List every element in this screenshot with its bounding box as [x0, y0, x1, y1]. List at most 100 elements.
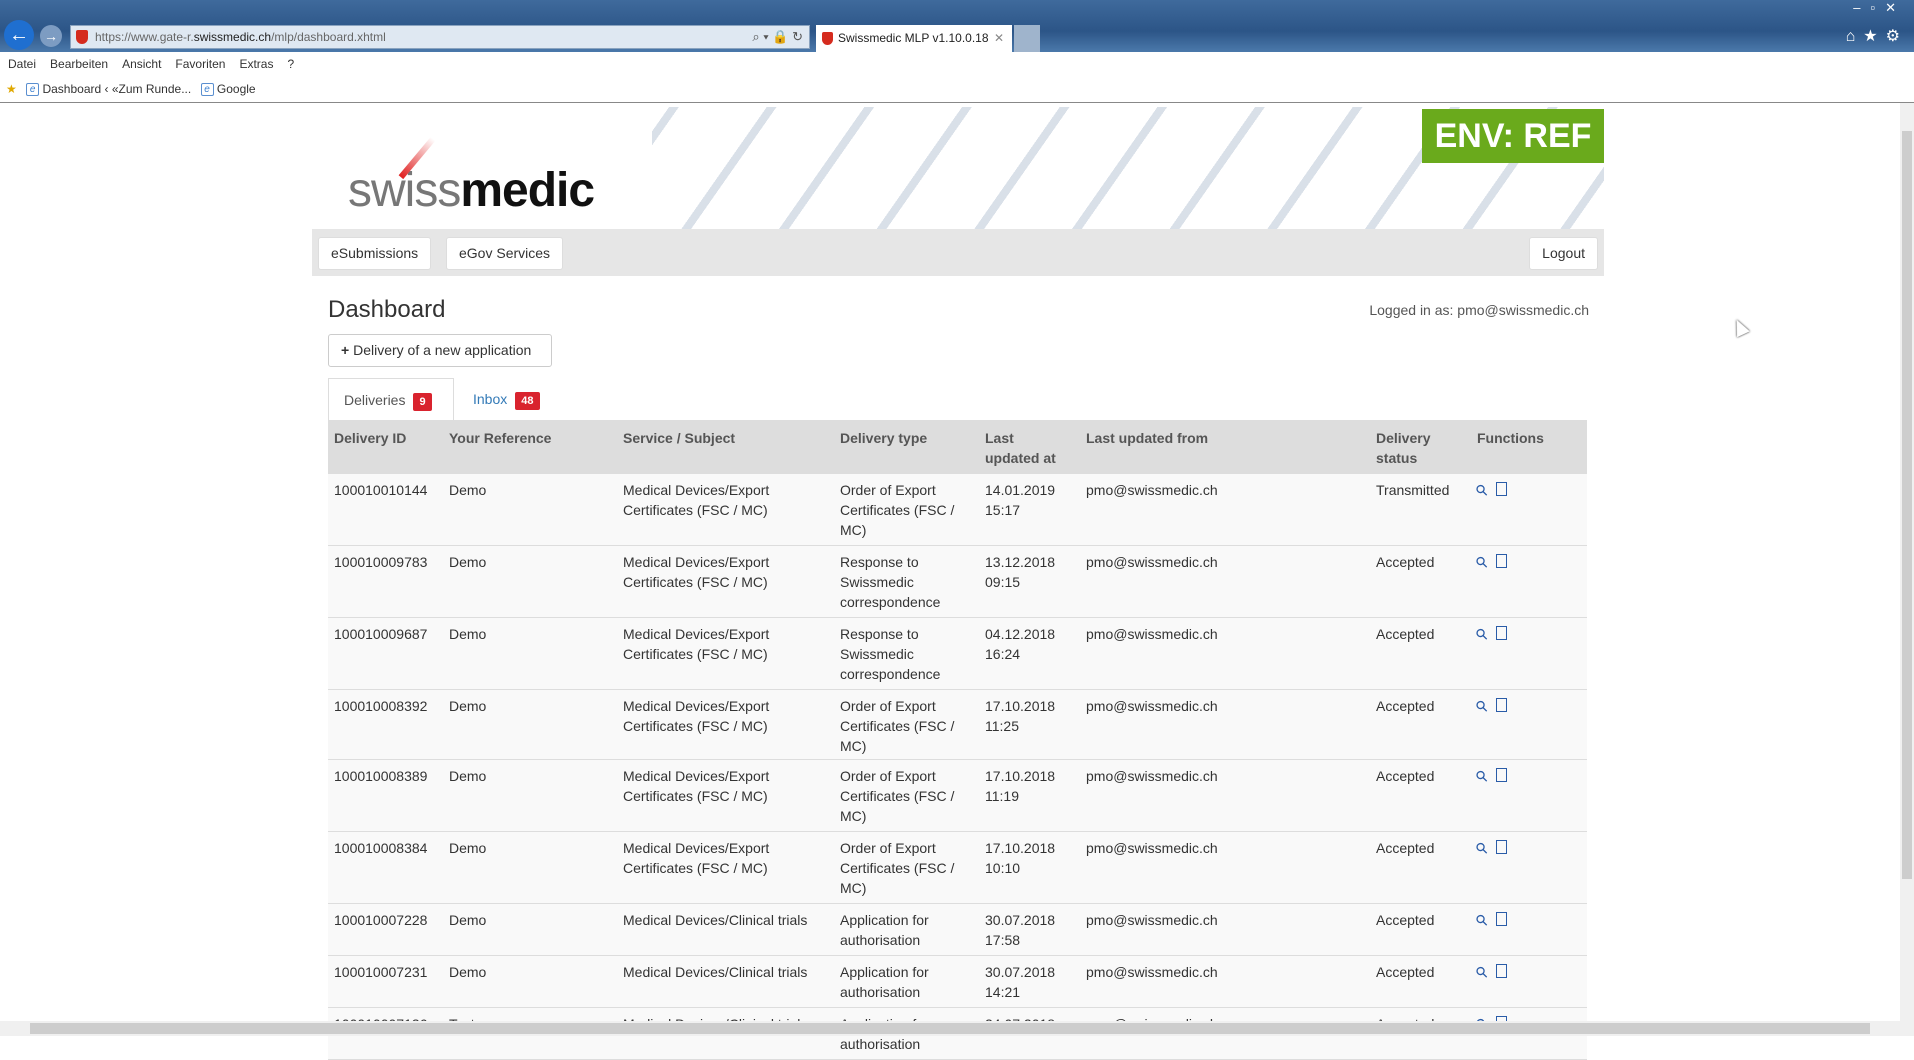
cell-last-updated-from: pmo@swissmedic.ch [1086, 840, 1218, 856]
tab-inbox[interactable]: Inbox 48 [458, 378, 555, 420]
search-icon[interactable]: ⚲ [1472, 624, 1493, 645]
cell-delivery-type: Order of Export Certificates (FSC / MC) [840, 768, 955, 824]
cell-last-updated-at: 13.12.2018 09:15 [985, 554, 1056, 590]
favorite-google[interactable]: e Google [200, 82, 256, 97]
functions-cell: ⚲ [1472, 552, 1507, 573]
menu-bearbeiten[interactable]: Bearbeiten [50, 57, 109, 71]
menu-datei[interactable]: Datei [8, 57, 37, 71]
column-header[interactable]: Last updated at [985, 430, 1056, 466]
cell-reference: Demo [449, 912, 487, 928]
scroll-thumb[interactable] [30, 1023, 1870, 1034]
tab-label: Inbox [473, 391, 508, 407]
tab-title: Swissmedic MLP v1.10.0.18 [838, 31, 989, 45]
cell-delivery-id: 100010008392 [334, 698, 428, 714]
cell-delivery-type: Application for authorisation [840, 964, 929, 1000]
favorite-label: Google [216, 82, 256, 96]
cell-last-updated-at: 17.10.2018 10:10 [985, 840, 1056, 876]
new-application-button[interactable]: + Delivery of a new application [328, 334, 552, 367]
column-header[interactable]: Delivery type [840, 430, 928, 446]
cell-last-updated-at: 17.10.2018 11:25 [985, 698, 1056, 734]
close-tab-icon[interactable]: ✕ [993, 31, 1004, 45]
search-icon[interactable]: ⚲ [1472, 766, 1493, 787]
home-favorites-settings-icons[interactable]: ⌂★⚙ [1845, 28, 1908, 45]
search-icon[interactable]: ⚲ [1472, 552, 1493, 573]
back-button[interactable]: ← [4, 20, 34, 50]
scroll-thumb[interactable] [1902, 131, 1912, 879]
favorites-star-icon[interactable]: ★ [6, 82, 17, 96]
cell-last-updated-from: pmo@swissmedic.ch [1086, 768, 1218, 784]
tab-deliveries[interactable]: Deliveries 9 [328, 378, 454, 420]
vertical-scrollbar[interactable] [1900, 103, 1914, 1021]
menu-ansicht[interactable]: Ansicht [122, 57, 162, 71]
url-host: swissmedic.ch [193, 30, 272, 44]
cell-reference: Demo [449, 554, 487, 570]
esubmissions-button[interactable]: eSubmissions [318, 237, 432, 270]
menu-extras[interactable]: Extras [239, 57, 274, 71]
address-bar[interactable]: https://www.gate-r.swissmedic.ch/mlp/das… [70, 25, 810, 49]
column-header[interactable]: Your Reference [449, 430, 552, 446]
search-icon[interactable]: ⚲ [1472, 910, 1493, 931]
cell-delivery-type: Order of Export Certificates (FSC / MC) [840, 698, 955, 754]
functions-cell: ⚲ [1472, 962, 1507, 983]
table-row: 100010009783 Demo Medical Devices/Export C… [328, 546, 1587, 618]
address-tools-icons[interactable]: ⌕ ▾ 🔒 ↻ [752, 29, 803, 44]
column-header[interactable]: Service / Subject [623, 430, 736, 446]
cell-delivery-id: 100010010144 [334, 482, 428, 498]
document-icon[interactable] [1496, 626, 1507, 640]
forward-button[interactable]: → [40, 25, 62, 47]
cell-status: Accepted [1376, 626, 1435, 642]
document-icon[interactable] [1496, 964, 1507, 978]
search-icon[interactable]: ⚲ [1472, 480, 1493, 501]
mouse-cursor [1730, 316, 1750, 338]
table-row: 100010010144 Demo Medical Devices/Export C… [328, 474, 1587, 546]
window-controls[interactable]: –▫✕ [1853, 0, 1906, 15]
egov-services-button[interactable]: eGov Services [446, 237, 564, 270]
search-icon[interactable]: ⚲ [1472, 962, 1493, 983]
column-header[interactable]: Delivery ID [334, 430, 407, 446]
search-icon[interactable]: ⚲ [1472, 838, 1493, 859]
favorite-dashboard[interactable]: e Dashboard ‹ «Zum Runde... [26, 82, 191, 97]
cell-last-updated-from: pmo@swissmedic.ch [1086, 482, 1218, 498]
document-icon[interactable] [1496, 554, 1507, 568]
logout-button[interactable]: Logout [1529, 237, 1598, 270]
cell-service: Medical Devices/Export Certificates (FSC… [623, 698, 770, 734]
cell-reference: Demo [449, 840, 487, 856]
table-row: 100010007231 Demo Medical Devices/Clinical… [328, 956, 1587, 1008]
cell-reference: Demo [449, 768, 487, 784]
new-application-label: Delivery of a new application [353, 342, 532, 358]
cell-status: Accepted [1376, 840, 1435, 856]
functions-cell: ⚲ [1472, 766, 1507, 787]
browser-tab[interactable]: Swissmedic MLP v1.10.0.18 ✕ [816, 25, 1012, 52]
cell-delivery-type: Response to Swissmedic correspondence [840, 554, 941, 610]
swissmedic-logo[interactable]: swissmedic [348, 136, 595, 218]
menu-favoriten[interactable]: Favoriten [175, 57, 226, 71]
horizontal-scrollbar[interactable] [0, 1021, 1914, 1036]
functions-cell: ⚲ [1472, 480, 1507, 501]
cell-service: Medical Devices/Export Certificates (FSC… [623, 482, 770, 518]
document-icon[interactable] [1496, 912, 1507, 926]
logged-in-info: Logged in as: pmo@swissmedic.ch [1369, 302, 1589, 318]
ie-page-icon: e [26, 83, 40, 97]
table-row: 100010008384 Demo Medical Devices/Export C… [328, 832, 1587, 904]
cell-last-updated-from: pmo@swissmedic.ch [1086, 626, 1218, 642]
cell-delivery-type: Application for authorisation [840, 912, 929, 948]
cell-last-updated-from: pmo@swissmedic.ch [1086, 698, 1218, 714]
logo-text-bold: medic [460, 164, 595, 217]
document-icon[interactable] [1496, 698, 1507, 712]
new-tab-button[interactable] [1014, 25, 1040, 52]
table-row: 100010008389 Demo Medical Devices/Export C… [328, 760, 1587, 832]
column-header[interactable]: Delivery status [1376, 430, 1431, 466]
column-header[interactable]: Functions [1477, 430, 1544, 446]
document-icon[interactable] [1496, 840, 1507, 854]
cell-status: Accepted [1376, 912, 1435, 928]
site-shield-icon [76, 30, 88, 44]
search-icon[interactable]: ⚲ [1472, 696, 1493, 717]
column-header[interactable]: Last updated from [1086, 430, 1209, 446]
menu-help[interactable]: ? [287, 57, 295, 71]
cell-service: Medical Devices/Clinical trials [623, 912, 808, 928]
table-body: 100010010144 Demo Medical Devices/Export C… [328, 474, 1587, 1060]
document-icon[interactable] [1496, 768, 1507, 782]
functions-cell: ⚲ [1472, 696, 1507, 717]
cell-service: Medical Devices/Export Certificates (FSC… [623, 554, 770, 590]
document-icon[interactable] [1496, 482, 1507, 496]
